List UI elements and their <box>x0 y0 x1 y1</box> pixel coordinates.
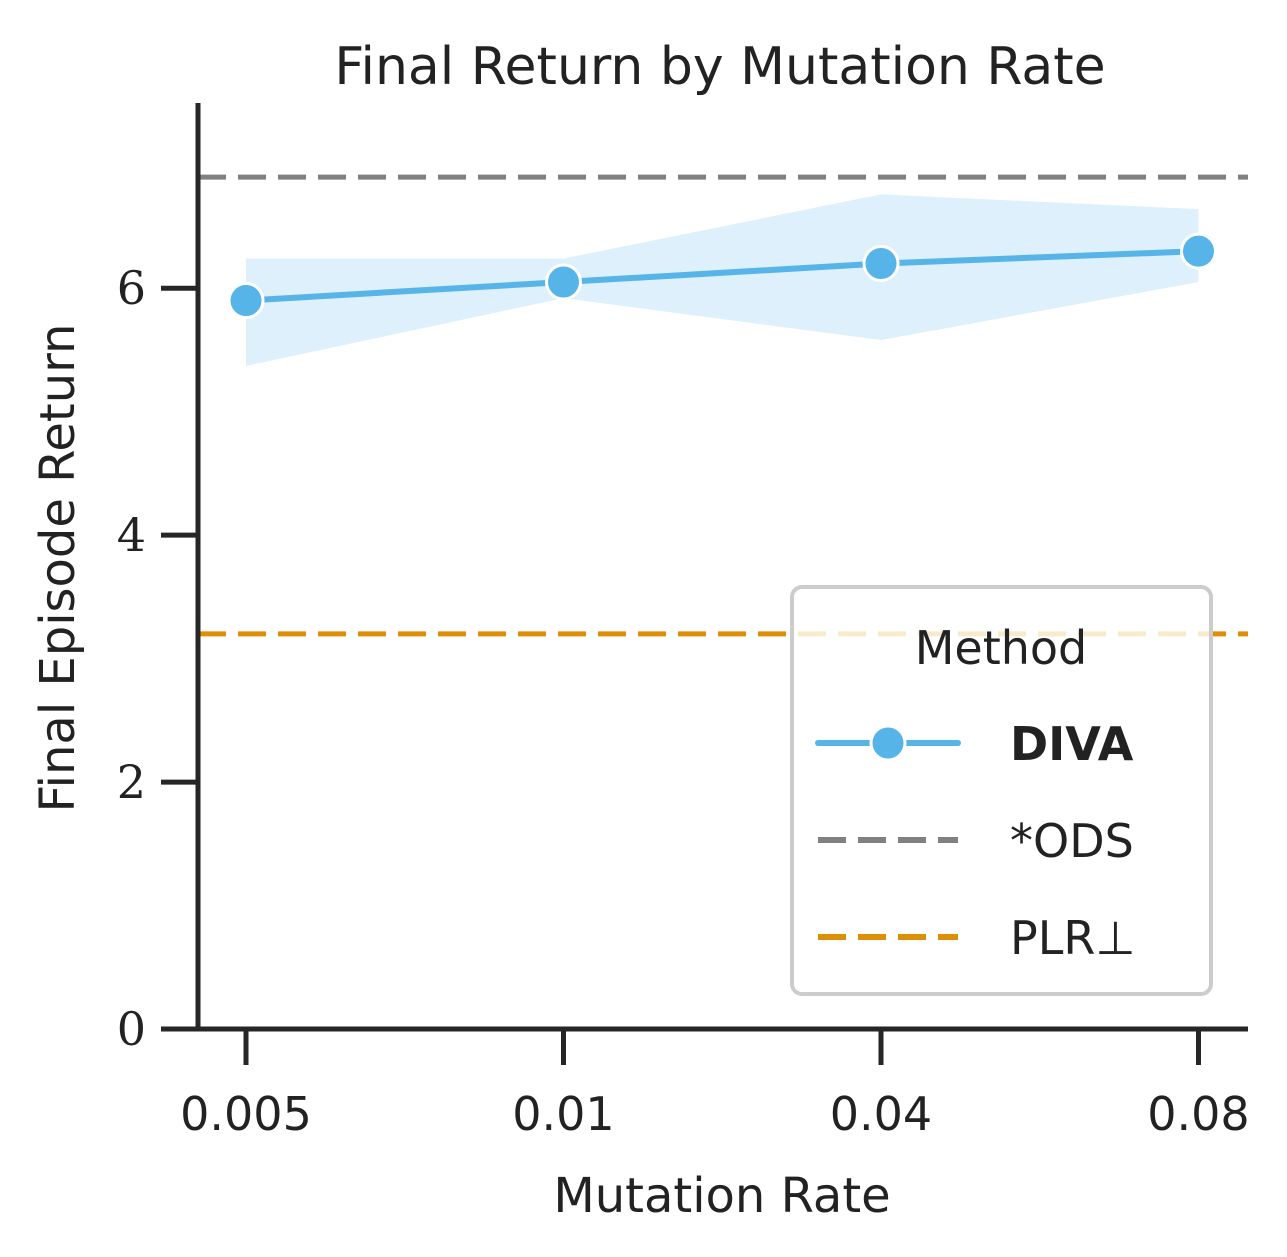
legend: Method DIVA *ODS PLR⊥ <box>790 585 1213 996</box>
legend-title: Method <box>915 621 1088 675</box>
legend-marker-diva <box>869 724 907 762</box>
legend-label-plr: PLR⊥ <box>1010 911 1135 965</box>
y-tick-label: 2 <box>117 755 146 809</box>
ticks: 0.005 0.01 0.04 0.08 0 2 4 6 <box>117 261 1250 1141</box>
x-tick-label: 0.08 <box>1147 1087 1249 1141</box>
diva-series-line <box>243 248 1202 304</box>
diva-point-0.08 <box>1180 232 1217 270</box>
x-tick-label: 0.005 <box>180 1087 312 1141</box>
x-axis-label: Mutation Rate <box>553 1168 890 1224</box>
y-tick-label: 4 <box>117 508 146 562</box>
diva-confidence-band <box>246 194 1199 366</box>
x-tick-label: 0.01 <box>512 1087 614 1141</box>
y-axis-label: Final Episode Return <box>30 324 86 813</box>
diva-point-0.01 <box>545 263 582 301</box>
diva-point-0.005 <box>227 282 265 320</box>
axes <box>161 103 1248 1032</box>
chart-title: Final Return by Mutation Rate <box>334 37 1105 97</box>
legend-label-diva: DIVA <box>1010 717 1134 771</box>
plot-area <box>198 174 1248 637</box>
x-tick-label: 0.04 <box>830 1087 932 1141</box>
legend-label-ods: *ODS <box>1010 814 1134 868</box>
legend-frame <box>790 585 1213 996</box>
y-tick-label: 0 <box>117 1002 146 1056</box>
y-tick-label: 6 <box>117 261 146 315</box>
diva-point-0.04 <box>862 245 900 283</box>
